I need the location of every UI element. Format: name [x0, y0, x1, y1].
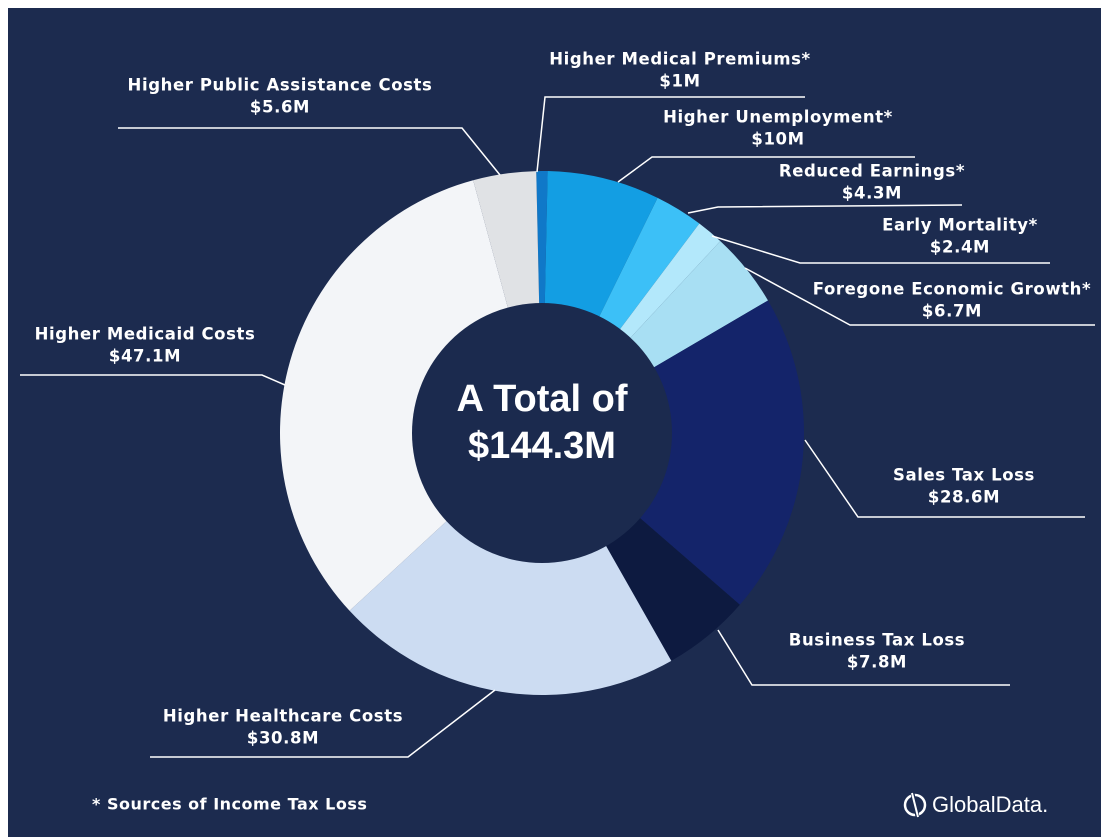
value-label: $5.6M [250, 98, 310, 117]
donut-slice [629, 241, 769, 369]
slice-label: Early Mortality* [882, 216, 1038, 235]
value-label: $30.8M [247, 729, 319, 748]
donut-slice [349, 519, 672, 695]
donut-slice [536, 171, 548, 306]
leader-line [536, 96, 805, 173]
slice-label: Higher Healthcare Costs [163, 707, 403, 726]
donut-slice [544, 171, 658, 319]
value-label: $10M [751, 130, 804, 149]
slice-label: Reduced Earnings* [779, 162, 965, 181]
leader-line [744, 267, 1095, 326]
logo: GlobalData. [932, 792, 1048, 817]
donut-slice [473, 171, 540, 310]
leader-line [150, 689, 496, 758]
leader-line [687, 204, 963, 214]
leader-line [118, 127, 501, 176]
leader-line [717, 629, 1010, 686]
footnote: * Sources of Income Tax Loss [92, 795, 367, 814]
center-text: A Total of [457, 378, 628, 420]
slice-label: Business Tax Loss [789, 631, 965, 650]
slice-label: Higher Medicaid Costs [35, 325, 256, 344]
leader-line [20, 374, 286, 386]
value-label: $2.4M [930, 238, 990, 257]
value-label: $28.6M [928, 488, 1000, 507]
slice-label: Higher Medical Premiums* [549, 50, 811, 69]
leader-line [617, 156, 915, 183]
donut-hole [412, 303, 672, 563]
slice-label: Higher Unemployment* [663, 108, 893, 127]
leader-line [711, 235, 1050, 264]
center-total: $144.3M [468, 425, 616, 467]
logo-icon [903, 790, 927, 820]
leader-line [804, 439, 1085, 518]
donut [280, 171, 804, 695]
donut-slice [638, 300, 804, 605]
donut-slice [618, 223, 721, 340]
donut-slice [280, 180, 509, 611]
donut-slice [605, 516, 740, 661]
slice-label: Sales Tax Loss [893, 466, 1035, 485]
slice-label: Foregone Economic Growth* [813, 280, 1091, 299]
value-label: $47.1M [109, 347, 181, 366]
value-label: $1M [659, 72, 700, 91]
value-label: $6.7M [922, 302, 982, 321]
value-label: $7.8M [847, 653, 907, 672]
slice-label: Higher Public Assistance Costs [128, 76, 433, 95]
value-label: $4.3M [842, 184, 902, 203]
donut-slice [598, 197, 700, 331]
